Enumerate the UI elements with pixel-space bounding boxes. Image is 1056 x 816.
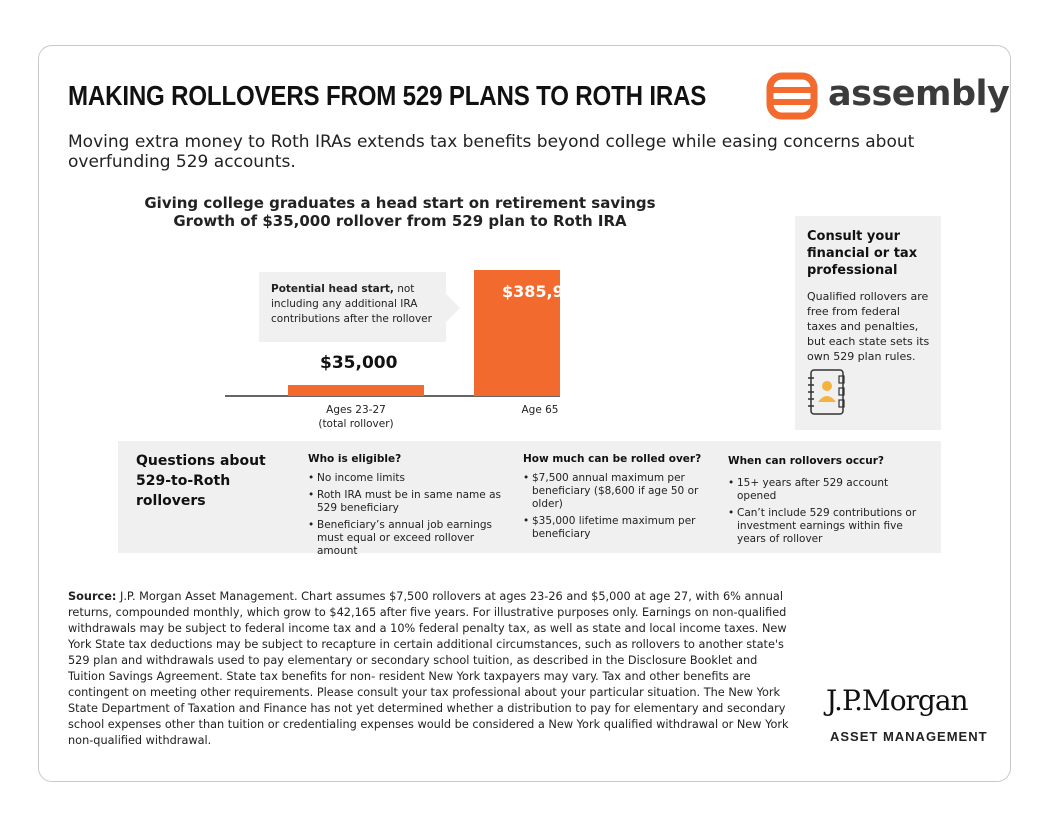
eligibility-column: Who is eligible? No income limits Roth I… [308,453,508,562]
bar-1 [288,385,424,396]
asset-management-label: ASSET MANAGEMENT [830,729,988,744]
brand-name: assembly [828,74,1010,114]
eligibility-item: Beneficiary’s annual job earnings must e… [308,519,508,558]
consult-body: Qualified rollovers are free from federa… [807,290,930,363]
source-label: Source: [68,590,117,603]
x-tick-line: Ages 23-27 [326,404,386,416]
consult-panel: Consult your financial or tax profession… [795,216,941,430]
bar-chart [225,270,560,397]
questions-panel: Questions about 529-to-Roth rollovers Wh… [118,441,941,557]
bar-value-label: $385,988 [502,282,587,301]
x-tick-line: Age 65 [521,404,559,416]
eligibility-heading: Who is eligible? [308,453,402,465]
amount-column: How much can be rolled over? $7,500 annu… [523,453,703,545]
eligibility-item: No income limits [308,472,508,485]
timing-column: When can rollovers occur? 15+ years afte… [728,455,918,550]
consult-heading: Consult your financial or tax profession… [807,229,918,278]
amount-heading: How much can be rolled over? [523,453,702,465]
x-tick-label: Ages 23-27 (total rollover) [306,403,406,431]
timing-item: Can’t include 529 contributions or inves… [728,507,918,546]
x-tick-label: Age 65 [490,403,590,417]
chart-subtitle: Growth of $35,000 rollover from 529 plan… [173,212,627,230]
chart-title-block: Giving college graduates a head start on… [120,194,680,230]
questions-title: Questions about 529-to-Roth rollovers [136,453,266,509]
assembly-logo-icon [766,72,818,120]
page-title: MAKING ROLLOVERS FROM 529 PLANS TO ROTH … [68,80,707,111]
chart-title: Giving college graduates a head start on… [144,194,656,212]
source-text: J.P. Morgan Asset Management. Chart assu… [68,590,789,747]
bar-value-label: $35,000 [320,353,398,373]
source-footnote: Source: J.P. Morgan Asset Management. Ch… [68,589,798,749]
assembly-logo: assembly [766,72,1010,120]
jpmorgan-logo: J.P.Morgan [826,684,969,717]
amount-item: $7,500 annual maximum per beneficiary ($… [523,472,703,511]
timing-heading: When can rollovers occur? [728,455,885,467]
bar-2 [474,270,560,396]
timing-item: 15+ years after 529 account opened [728,477,918,503]
intro-text: Moving extra money to Roth IRAs extends … [68,132,915,172]
eligibility-item: Roth IRA must be in same name as 529 ben… [308,489,508,515]
head-start-callout: Potential head start, not including any … [259,272,460,342]
amount-item: $35,000 lifetime maximum per beneficiary [523,515,703,541]
x-tick-line: (total rollover) [318,418,394,430]
callout-text: not including any additional IRA contrib… [271,283,432,325]
callout-bold: Potential head start, [271,283,394,295]
address-book-icon [808,369,845,415]
